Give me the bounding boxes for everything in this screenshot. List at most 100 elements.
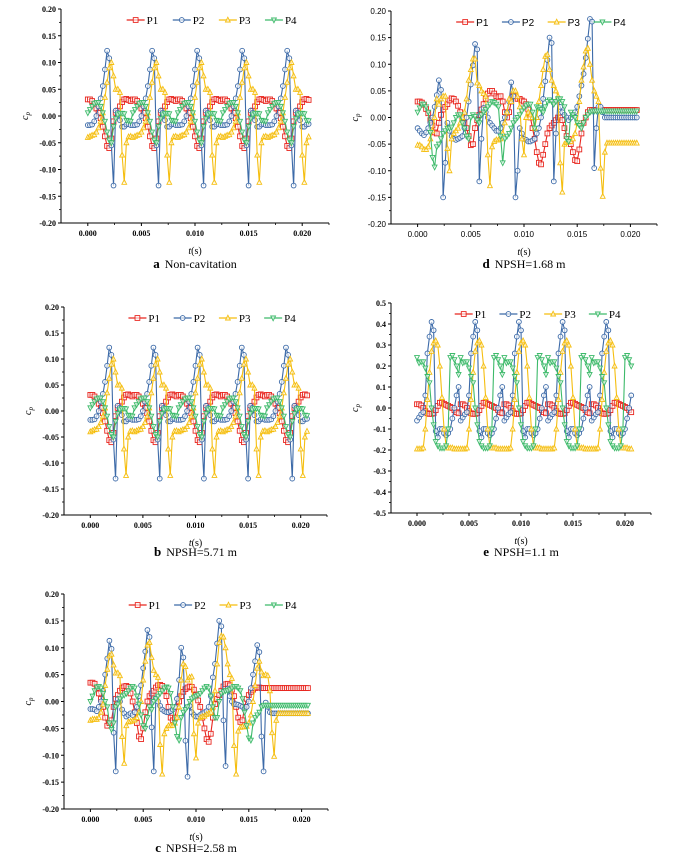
data-point — [571, 129, 579, 136]
data-point — [295, 384, 302, 391]
data-point — [169, 433, 176, 440]
data-point — [182, 413, 188, 420]
data-point — [150, 424, 157, 431]
data-point — [432, 336, 439, 344]
data-point — [103, 78, 111, 85]
data-point — [154, 434, 161, 441]
legend-label: P1 — [149, 600, 161, 612]
data-point — [470, 368, 477, 375]
data-point — [624, 415, 630, 422]
data-point — [580, 415, 587, 422]
data-point — [293, 381, 300, 388]
data-point — [108, 650, 115, 657]
legend-marker — [132, 17, 139, 23]
data-point — [440, 425, 448, 432]
data-point — [593, 125, 600, 131]
data-point — [144, 698, 151, 705]
data-point — [628, 363, 635, 370]
data-point — [422, 365, 429, 372]
data-point — [598, 395, 606, 403]
legend-marker — [270, 315, 277, 322]
x-axis-title: t(s) — [514, 536, 527, 547]
data-point — [196, 64, 203, 71]
data-point — [474, 327, 481, 334]
data-point — [426, 333, 433, 340]
data-point — [102, 714, 109, 721]
x-tick-label: 0.000 — [79, 229, 97, 238]
data-point — [232, 390, 239, 397]
data-point — [144, 110, 151, 117]
legend-marker — [550, 310, 557, 317]
data-point — [213, 138, 220, 146]
data-point — [509, 425, 516, 432]
data-point — [104, 427, 110, 434]
data-point — [507, 444, 514, 451]
data-point — [207, 412, 214, 419]
data-point — [571, 115, 579, 122]
y-tick-label: 0.0 — [376, 404, 386, 413]
data-point — [628, 392, 635, 399]
data-point — [205, 685, 212, 692]
data-point — [488, 426, 496, 433]
data-point — [515, 405, 523, 412]
data-point — [599, 192, 606, 199]
legend-item-p2: P2 — [173, 313, 205, 325]
data-point — [141, 418, 149, 425]
data-point — [133, 402, 140, 409]
data-point — [230, 123, 237, 131]
data-point — [540, 96, 547, 102]
data-point — [615, 425, 622, 432]
data-point — [123, 138, 130, 146]
data-point — [559, 99, 566, 106]
data-point — [470, 380, 477, 387]
data-point — [249, 697, 257, 704]
data-point — [457, 355, 464, 362]
data-point — [540, 65, 547, 73]
data-point — [220, 717, 227, 724]
data-point — [200, 368, 208, 375]
data-point — [272, 422, 279, 430]
data-point — [159, 770, 166, 777]
data-point — [190, 418, 197, 425]
data-point — [495, 104, 502, 111]
caption-text: NPSH=1.68 m — [495, 257, 566, 271]
data-point — [218, 623, 225, 630]
data-point — [121, 178, 128, 185]
data-point — [174, 695, 180, 702]
data-point — [91, 118, 98, 125]
y-axis-title: cp — [20, 112, 32, 120]
data-point — [142, 103, 149, 111]
data-point — [303, 138, 310, 146]
data-point — [141, 395, 149, 402]
data-point — [499, 410, 506, 417]
data-point — [433, 95, 440, 102]
y-tick-label: -0.05 — [42, 724, 59, 733]
data-point — [153, 58, 160, 65]
caption-letter: d — [482, 256, 490, 271]
data-point — [553, 130, 559, 137]
data-point — [207, 730, 214, 737]
panel-d: 0.20 0.15 0.10 0.05 0.00 -0.05 -0.10 -0.15 -0.20… — [350, 7, 658, 271]
data-point — [99, 412, 107, 419]
legend-label: P3 — [239, 15, 251, 27]
data-point — [633, 108, 640, 115]
data-point — [249, 381, 256, 388]
x-tick-label: 0.000 — [81, 521, 99, 530]
data-point — [175, 405, 182, 412]
data-point — [467, 395, 475, 403]
data-point — [230, 418, 237, 425]
data-point — [290, 72, 297, 79]
legend-marker — [594, 311, 601, 318]
data-point — [198, 355, 205, 362]
data-point — [183, 113, 190, 119]
series-p2 — [414, 319, 635, 441]
data-point — [194, 424, 201, 431]
data-point — [440, 194, 446, 201]
caption-letter: e — [483, 544, 489, 559]
data-point — [108, 351, 115, 358]
y-tick-label: -0.1 — [373, 425, 386, 434]
x-tick-label: 0.000 — [81, 815, 99, 824]
data-point — [95, 408, 102, 414]
data-point — [557, 333, 564, 340]
data-point — [584, 44, 591, 51]
